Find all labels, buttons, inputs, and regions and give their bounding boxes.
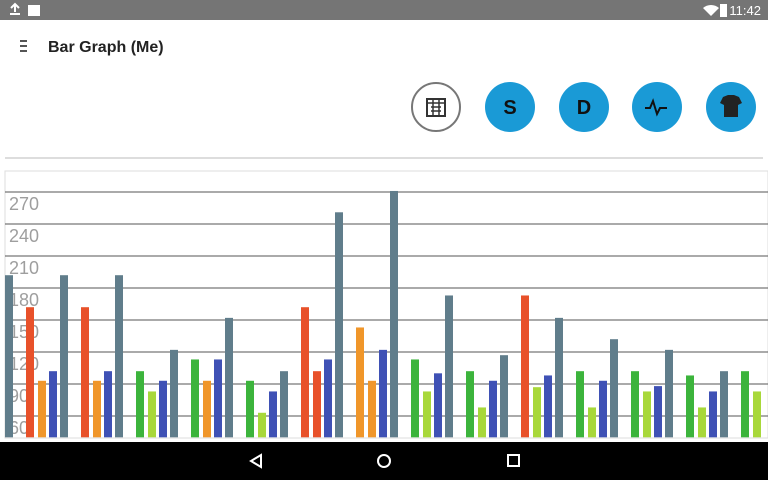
bar: [599, 380, 607, 438]
home-button[interactable]: [377, 454, 391, 468]
bar: [379, 349, 387, 438]
bar: [214, 359, 222, 438]
bar: [93, 380, 101, 438]
bar: [741, 371, 749, 438]
d-button[interactable]: D: [559, 82, 609, 132]
app-title: Bar Graph (Me): [48, 39, 164, 56]
bar: [81, 307, 89, 438]
y-tick-label: 240: [9, 226, 39, 246]
bar: [104, 371, 112, 438]
pulse-button[interactable]: [632, 82, 682, 132]
bar: [753, 391, 761, 438]
button-label: D: [577, 97, 591, 119]
bar: [434, 373, 442, 438]
bar: [500, 355, 508, 438]
bar: [159, 380, 167, 438]
bar: [5, 275, 13, 438]
back-button[interactable]: [249, 453, 262, 469]
bar: [610, 339, 618, 438]
s-button[interactable]: S: [485, 82, 535, 132]
bar: [720, 371, 728, 438]
bar: [698, 407, 706, 438]
button-label: S: [503, 97, 516, 119]
bar: [26, 307, 34, 438]
nav-bar: [0, 442, 768, 480]
bar: [335, 212, 343, 438]
bar: [115, 275, 123, 438]
upload-icon: [10, 2, 20, 15]
calendar-button[interactable]: [411, 82, 461, 132]
bar: [654, 386, 662, 438]
bar: [555, 317, 563, 438]
bar: [576, 371, 584, 438]
bar: [269, 391, 277, 438]
y-tick-label: 90: [9, 386, 29, 406]
bar: [60, 275, 68, 438]
bar: [423, 391, 431, 438]
clipboard-icon: [28, 5, 40, 16]
bar: [445, 295, 453, 438]
shirt-button[interactable]: [706, 82, 756, 132]
bar: [38, 380, 46, 438]
bar: [258, 412, 266, 438]
bar: [686, 375, 694, 438]
bar: [313, 371, 321, 438]
bar: [148, 391, 156, 438]
y-tick-label: 150: [9, 322, 39, 342]
bar: [588, 407, 596, 438]
bar: [411, 359, 419, 438]
bar: [665, 349, 673, 438]
bar: [533, 387, 541, 438]
bar: [49, 371, 57, 438]
bar: [301, 307, 309, 438]
menu-icon[interactable]: [20, 40, 27, 52]
plot: 60 90 120 150 180 210 240 270: [5, 190, 768, 438]
bar: [280, 371, 288, 438]
bar: [136, 371, 144, 438]
bar: [225, 317, 233, 438]
clock: 11:42: [729, 3, 761, 18]
y-tick-label: 60: [9, 418, 29, 438]
bar: [390, 190, 398, 438]
bar: [203, 380, 211, 438]
y-tick-label: 210: [9, 258, 39, 278]
y-tick-label: 270: [9, 194, 39, 214]
bar: [489, 380, 497, 438]
battery-icon: [720, 4, 727, 17]
y-tick-label: 180: [9, 290, 39, 310]
recents-button[interactable]: [507, 454, 520, 467]
bar: [521, 295, 529, 438]
bar: [246, 380, 254, 438]
bar: [191, 359, 199, 438]
bar: [631, 371, 639, 438]
bar: [544, 375, 552, 438]
wifi-icon: [703, 4, 719, 16]
bar: [478, 407, 486, 438]
bar: [466, 371, 474, 438]
bar: [170, 349, 178, 438]
bar: [643, 391, 651, 438]
bar: [324, 359, 332, 438]
y-tick-label: 120: [9, 354, 39, 374]
bar: [356, 327, 364, 438]
bar: [368, 380, 376, 438]
bar: [709, 391, 717, 438]
status-bar: [0, 0, 768, 20]
